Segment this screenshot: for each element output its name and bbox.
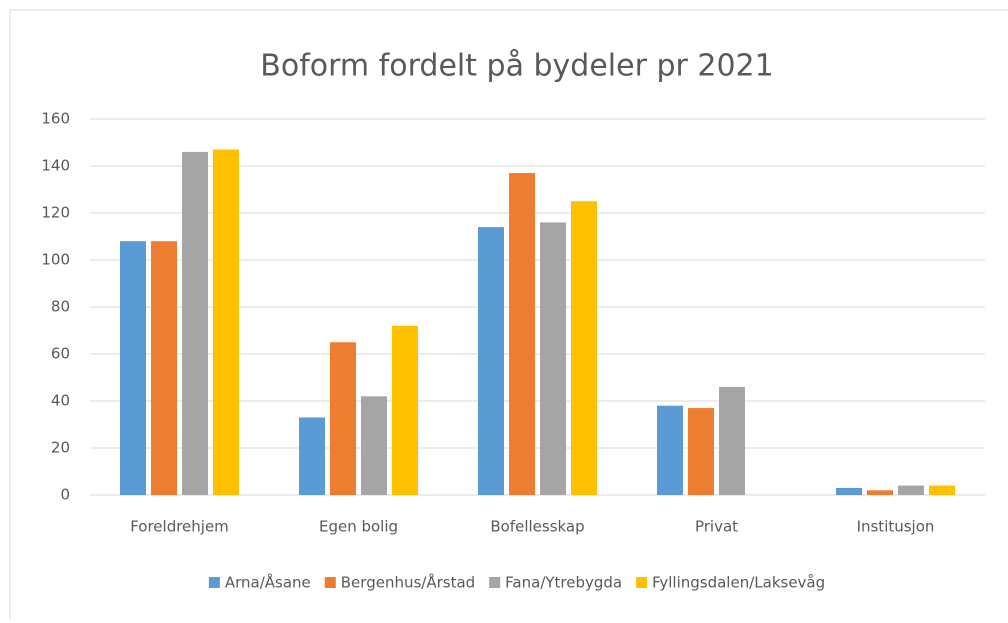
legend-swatch — [324, 577, 336, 588]
bar — [120, 241, 146, 495]
legend-swatch — [208, 577, 220, 588]
bar — [478, 227, 504, 495]
bar — [867, 490, 893, 495]
bar — [540, 222, 566, 495]
y-tick-label: 0 — [60, 486, 70, 504]
bar — [571, 201, 597, 495]
legend-swatch — [636, 577, 648, 588]
bar — [836, 487, 862, 495]
y-tick-label: 100 — [41, 251, 70, 269]
y-tick-label: 140 — [41, 157, 70, 175]
y-tick-label: 40 — [51, 392, 70, 410]
bar — [299, 417, 325, 495]
bar — [361, 396, 387, 495]
y-tick-label: 80 — [51, 298, 70, 316]
y-tick-label: 60 — [51, 345, 70, 363]
x-tick-label: Institusjon — [857, 518, 935, 536]
bar — [657, 405, 683, 495]
y-tick-label: 20 — [51, 439, 70, 457]
x-tick-label: Egen bolig — [319, 518, 398, 536]
bar — [929, 485, 955, 495]
bar — [688, 408, 714, 495]
x-tick-label: Foreldrehjem — [130, 518, 229, 536]
legend-label: Arna/Åsane — [225, 573, 311, 592]
y-tick-label: 160 — [41, 110, 70, 128]
x-tick-label: Bofellesskap — [490, 518, 584, 536]
y-tick-label: 120 — [41, 204, 70, 222]
bar — [898, 485, 924, 495]
chart-title: Boform fordelt på bydeler pr 2021 — [260, 49, 773, 84]
bar — [182, 151, 208, 495]
bar — [719, 386, 745, 495]
legend-label: Fyllingsdalen/Laksevåg — [652, 574, 825, 592]
bar — [213, 149, 239, 496]
legend-swatch — [489, 577, 501, 588]
bar — [151, 241, 177, 495]
bar — [392, 325, 418, 495]
bar — [330, 342, 356, 495]
legend-label: Fana/Ytrebygda — [505, 574, 622, 592]
x-tick-label: Privat — [695, 518, 738, 536]
bar — [509, 173, 535, 496]
legend-label: Bergenhus/Årstad — [341, 573, 475, 592]
